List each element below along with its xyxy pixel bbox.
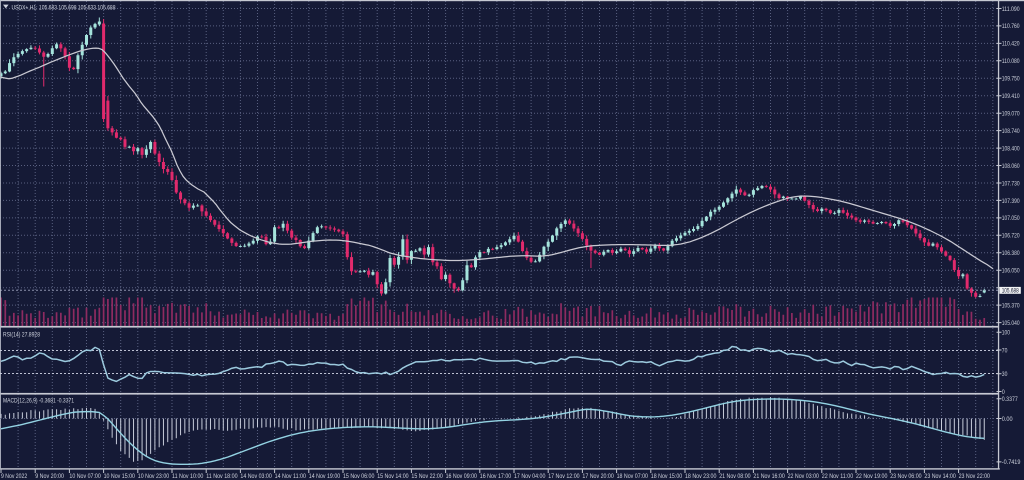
svg-text:23 Nov 14:00: 23 Nov 14:00 [924, 473, 956, 480]
svg-text:16 Nov 09:00: 16 Nov 09:00 [446, 473, 478, 480]
svg-text:RSI(14) 27.8928: RSI(14) 27.8928 [3, 332, 40, 339]
svg-text:22 Nov 03:00: 22 Nov 03:00 [788, 473, 820, 480]
svg-text:14 Nov 03:00: 14 Nov 03:00 [240, 473, 272, 480]
svg-text:100: 100 [1002, 330, 1011, 337]
svg-text:17 Nov 12:00: 17 Nov 12:00 [548, 473, 580, 480]
svg-text:16 Nov 17:00: 16 Nov 17:00 [480, 473, 512, 480]
svg-text:-0.7419: -0.7419 [1002, 459, 1021, 466]
svg-text:0.00: 0.00 [1002, 416, 1013, 423]
svg-text:107.390: 107.390 [1002, 198, 1020, 205]
svg-text:105.370: 105.370 [1002, 302, 1020, 309]
svg-text:0.3377: 0.3377 [1002, 396, 1018, 403]
svg-text:10 Nov 15:00: 10 Nov 15:00 [104, 473, 136, 480]
svg-text:70: 70 [1002, 347, 1008, 354]
svg-text:18 Nov 23:00: 18 Nov 23:00 [685, 473, 717, 480]
svg-text:9 Nov 20:00: 9 Nov 20:00 [35, 473, 64, 480]
svg-text:14 Nov 19:00: 14 Nov 19:00 [309, 473, 341, 480]
svg-text:17 Nov 04:00: 17 Nov 04:00 [514, 473, 546, 480]
svg-text:18 Nov 15:00: 18 Nov 15:00 [651, 473, 683, 480]
svg-text:23 Nov 06:00: 23 Nov 06:00 [890, 473, 922, 480]
svg-text:21 Nov 08:00: 21 Nov 08:00 [719, 473, 751, 480]
svg-text:21 Nov 16:00: 21 Nov 16:00 [753, 473, 785, 480]
svg-text:22 Nov 19:00: 22 Nov 19:00 [856, 473, 888, 480]
svg-text:110.760: 110.760 [1002, 23, 1020, 30]
svg-text:107.730: 107.730 [1002, 180, 1020, 187]
svg-text:14 Nov 11:00: 14 Nov 11:00 [275, 473, 307, 480]
svg-text:MACD(12,26,9) -0.3681 -0.3371: MACD(12,26,9) -0.3681 -0.3371 [3, 397, 74, 404]
svg-text:110.080: 110.080 [1002, 58, 1020, 65]
svg-text:106.720: 106.720 [1002, 233, 1020, 240]
svg-text:10 Nov 07:00: 10 Nov 07:00 [69, 473, 101, 480]
svg-text:15 Nov 06:00: 15 Nov 06:00 [343, 473, 375, 480]
svg-text:10 Nov 23:00: 10 Nov 23:00 [138, 473, 170, 480]
svg-text:0: 0 [1002, 389, 1005, 396]
svg-text:108.060: 108.060 [1002, 163, 1020, 170]
svg-text:15 Nov 14:00: 15 Nov 14:00 [377, 473, 409, 480]
svg-text:109.070: 109.070 [1002, 111, 1020, 118]
svg-text:106.050: 106.050 [1002, 268, 1020, 275]
svg-text:9 Nov 2022: 9 Nov 2022 [1, 473, 28, 480]
svg-text:17 Nov 20:00: 17 Nov 20:00 [582, 473, 614, 480]
svg-text:111.090: 111.090 [1002, 6, 1020, 13]
svg-text:11 Nov 10:00: 11 Nov 10:00 [172, 473, 204, 480]
svg-text:105.688: 105.688 [1002, 289, 1020, 295]
svg-text:109.750: 109.750 [1002, 76, 1020, 83]
svg-text:106.380: 106.380 [1002, 250, 1020, 257]
svg-text:108.740: 108.740 [1002, 128, 1020, 135]
svg-text:110.420: 110.420 [1002, 41, 1020, 48]
svg-text:15 Nov 22:00: 15 Nov 22:00 [411, 473, 443, 480]
svg-text:107.050: 107.050 [1002, 215, 1020, 222]
svg-text:11 Nov 18:00: 11 Nov 18:00 [206, 473, 238, 480]
svg-text:USDX+,H1: 105.683 105.698 105.: USDX+,H1: 105.683 105.698 105.633 105.68… [12, 4, 116, 11]
svg-text:105.040: 105.040 [1002, 320, 1020, 327]
svg-text:30: 30 [1002, 371, 1008, 378]
svg-text:109.410: 109.410 [1002, 93, 1020, 100]
svg-text:18 Nov 07:00: 18 Nov 07:00 [617, 473, 649, 480]
svg-text:108.400: 108.400 [1002, 145, 1020, 152]
svg-text:23 Nov 22:00: 23 Nov 22:00 [959, 473, 991, 480]
svg-text:22 Nov 11:00: 22 Nov 11:00 [822, 473, 854, 480]
